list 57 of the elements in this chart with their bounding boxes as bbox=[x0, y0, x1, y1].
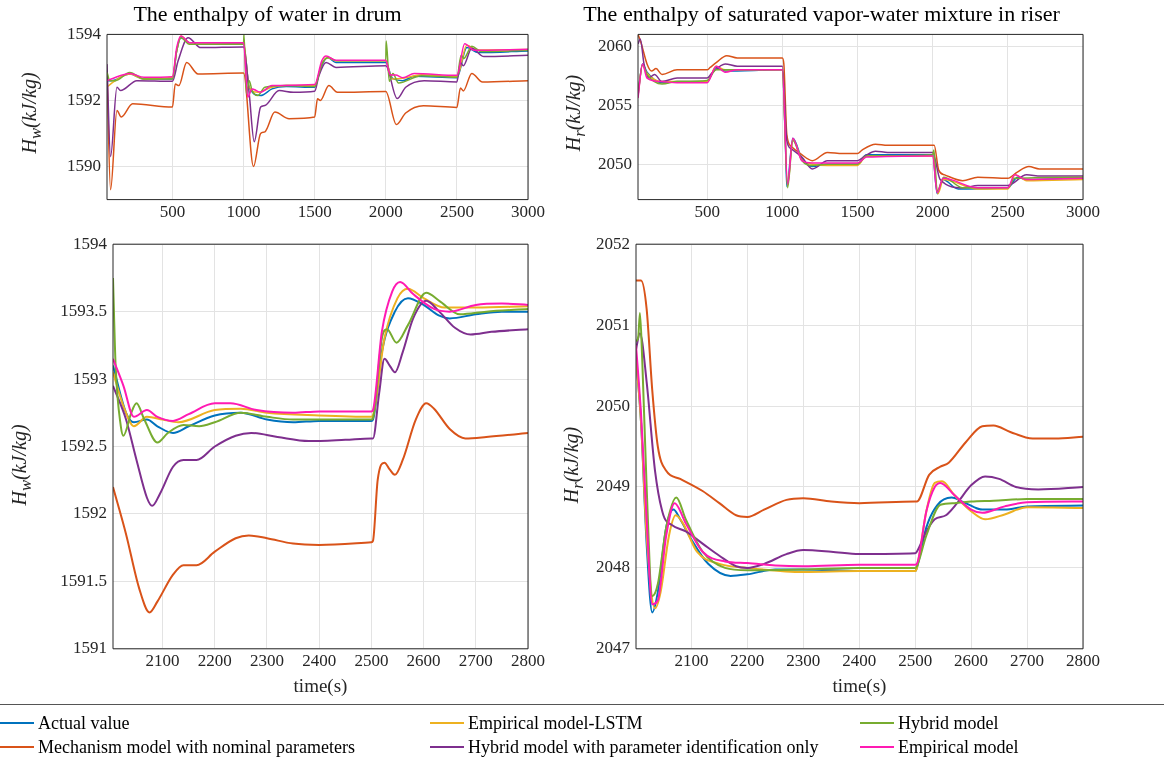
y-tick-label: 1591 bbox=[73, 638, 107, 658]
x-tick-label: 2700 bbox=[1010, 651, 1045, 671]
x-tick-label: 2700 bbox=[458, 651, 493, 671]
x-tick-label: 2500 bbox=[898, 651, 933, 671]
y-tick-label: 2052 bbox=[596, 233, 630, 253]
y-tick-label: 1591.5 bbox=[60, 570, 107, 590]
x-tick-label: 2800 bbox=[1066, 651, 1100, 671]
y-tick-label: 2049 bbox=[596, 476, 630, 496]
x-tick-label: 1000 bbox=[226, 202, 261, 222]
x-axis-title: time(s) bbox=[832, 674, 887, 697]
x-tick-label: 2000 bbox=[915, 202, 950, 222]
x-tick-label: 500 bbox=[159, 202, 186, 222]
legend-label: Hybrid model bbox=[898, 712, 999, 734]
y-tick-label: 2047 bbox=[596, 638, 631, 658]
x-tick-label: 2400 bbox=[302, 651, 337, 671]
x-tick-label: 2200 bbox=[197, 651, 232, 671]
legend-label: Hybrid model with parameter identification only bbox=[468, 736, 819, 758]
y-tick-label: 1590 bbox=[67, 156, 101, 176]
y-tick-label: 1592.5 bbox=[60, 435, 107, 455]
x-tick-label: 2300 bbox=[249, 651, 284, 671]
x-tick-label: 1500 bbox=[840, 202, 875, 222]
chart-title: The enthalpy of water in drum bbox=[133, 0, 402, 26]
x-tick-label: 2100 bbox=[145, 651, 180, 671]
legend-label: Empirical model bbox=[898, 736, 1019, 758]
legend-label: Actual value bbox=[38, 712, 130, 734]
x-tick-label: 2400 bbox=[842, 651, 877, 671]
x-axis-title: time(s) bbox=[293, 674, 348, 697]
chart-title: The enthalpy of saturated vapor-water mixture in riser bbox=[583, 0, 1061, 26]
y-tick-label: 1593 bbox=[73, 368, 107, 388]
x-tick-label: 2000 bbox=[368, 202, 403, 222]
x-tick-label: 2800 bbox=[511, 651, 545, 671]
y-tick-label: 1592 bbox=[73, 503, 107, 523]
y-tick-label: 1593.5 bbox=[60, 301, 107, 321]
y-tick-label: 1594 bbox=[73, 233, 108, 253]
x-tick-label: 2600 bbox=[406, 651, 441, 671]
x-tick-label: 2100 bbox=[674, 651, 709, 671]
y-tick-label: 2051 bbox=[596, 314, 630, 334]
y-tick-label: 1594 bbox=[67, 23, 102, 43]
x-tick-label: 2200 bbox=[730, 651, 765, 671]
x-tick-label: 2500 bbox=[354, 651, 389, 671]
x-tick-label: 3000 bbox=[511, 202, 545, 222]
x-tick-label: 500 bbox=[694, 202, 720, 222]
x-tick-label: 3000 bbox=[1066, 202, 1100, 222]
x-tick-label: 1000 bbox=[765, 202, 800, 222]
x-tick-label: 1500 bbox=[297, 202, 332, 222]
y-tick-label: 2055 bbox=[598, 94, 632, 114]
y-tick-label: 2060 bbox=[598, 35, 632, 55]
y-tick-label: 1592 bbox=[67, 89, 101, 109]
y-tick-label: 2050 bbox=[596, 395, 630, 415]
x-tick-label: 2500 bbox=[439, 202, 474, 222]
x-tick-label: 2600 bbox=[954, 651, 989, 671]
y-tick-label: 2048 bbox=[596, 557, 630, 577]
y-tick-label: 2050 bbox=[598, 153, 632, 173]
x-tick-label: 2300 bbox=[786, 651, 821, 671]
legend-label: Empirical model-LSTM bbox=[468, 712, 643, 734]
legend-label: Mechanism model with nominal parameters bbox=[38, 736, 355, 758]
x-tick-label: 2500 bbox=[990, 202, 1025, 222]
